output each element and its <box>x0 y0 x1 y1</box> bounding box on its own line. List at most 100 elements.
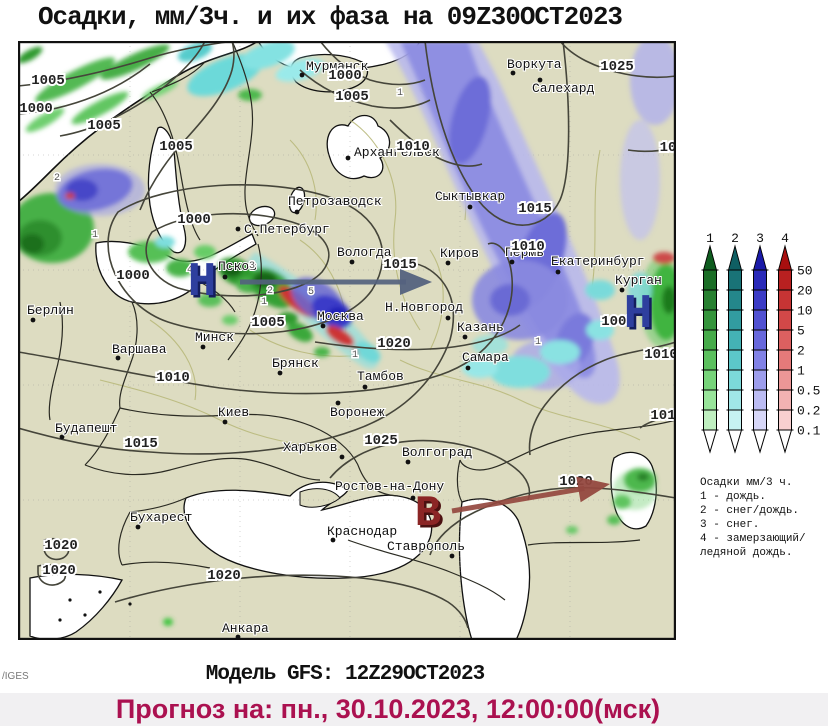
svg-text:Варшава: Варшава <box>112 342 167 357</box>
country-borders <box>48 40 677 601</box>
isobar-label: 1010 <box>644 347 676 363</box>
svg-text:Самара: Самара <box>462 350 509 365</box>
svg-text:Ростов-на-Дону: Ростов-на-Дону <box>335 479 444 494</box>
svg-text:Краснодар: Краснодар <box>327 524 397 539</box>
legend-description-line: 3 - снег. <box>700 519 760 531</box>
legend-scale-bars: 1 2 3 4 50 20 10 5 2 1 0.5 0.2 0.1 <box>701 231 821 454</box>
legend-description-line: 2 - снег/дождь. <box>700 505 800 517</box>
credit-text: /IGES <box>2 671 29 682</box>
isobar-label: 1025 <box>364 433 398 449</box>
svg-text:Москва: Москва <box>317 309 364 324</box>
forecast-banner-text: Прогноз на: пн., 30.10.2023, 12:00:00(мс… <box>115 694 661 724</box>
svg-text:Н.Новгород: Н.Новгород <box>385 300 463 315</box>
isobar-label: 1005 <box>335 89 369 105</box>
city-marker: Краснодар <box>326 523 398 543</box>
city-marker: Курган <box>614 272 663 293</box>
city-marker: Киров <box>439 245 480 266</box>
legend-description-line: Осадки мм/3 ч. <box>700 477 793 489</box>
intensity-contour-label: 1 <box>397 88 403 99</box>
city-marker: С.Петербург <box>235 221 331 238</box>
isobar-label: 1010 <box>156 370 190 386</box>
legend-bar: 3 <box>751 231 769 454</box>
map-canvas: Мурманск Архангельск Петрозаводск С.Петербу… <box>10 35 684 641</box>
svg-text:Вологда: Вологда <box>337 245 392 260</box>
svg-text:Брянск: Брянск <box>272 356 319 371</box>
city-marker: Будапешт <box>54 420 118 440</box>
svg-text:Пермь: Пермь <box>505 245 544 260</box>
motion-arrow <box>240 269 432 295</box>
svg-text:Воркута: Воркута <box>507 57 562 72</box>
svg-text:Тамбов: Тамбов <box>357 369 404 384</box>
map-frame <box>17 40 677 641</box>
isobar-label: 1000 <box>19 101 53 117</box>
isobar-label: 1020 <box>42 563 76 579</box>
svg-text:Н: Н <box>626 291 655 345</box>
isobar-label: 1005 <box>251 315 285 331</box>
pressure-center-letter: ВВ <box>415 489 444 542</box>
isobar-label: 1005 <box>87 118 121 134</box>
svg-text:4: 4 <box>781 231 789 246</box>
svg-text:Н: Н <box>190 259 219 313</box>
intensity-contour-label: 3 <box>249 261 255 272</box>
isobar-label: 101 <box>650 408 675 424</box>
svg-text:Будапешт: Будапешт <box>55 421 117 436</box>
isobar-label: 1020 <box>207 568 241 584</box>
svg-text:3: 3 <box>756 231 764 246</box>
city-marker: Анкара <box>221 620 270 640</box>
legend-description-line: ледяной дождь. <box>700 547 793 559</box>
legend-tick-value: 5 <box>797 324 805 339</box>
pressure-center-letter: НН <box>624 288 655 345</box>
isobar-lines <box>17 40 677 629</box>
legend-tick-value: 2 <box>797 344 805 359</box>
city-marker: Н.Новгород <box>384 299 464 321</box>
intensity-contour-label: 1 <box>92 230 98 241</box>
city-marker: Минск <box>194 329 235 350</box>
intensity-contour-label: 1 <box>535 337 541 348</box>
svg-text:Берлин: Берлин <box>27 303 74 318</box>
svg-text:Ставрополь: Ставрополь <box>387 539 465 554</box>
svg-text:Волгоград: Волгоград <box>402 445 472 460</box>
page-title: Осадки, мм/3ч. и их фаза на 09Z30OCT2023 <box>37 2 623 32</box>
city-marker: Ростов-на-Дону <box>334 478 445 501</box>
city-marker: Воронеж <box>329 400 386 421</box>
city-marker: Сыктывкар <box>434 188 506 210</box>
legend-description-line: 4 - замерзающий/ <box>700 533 806 545</box>
svg-text:В: В <box>415 489 441 539</box>
intensity-contour-label: 2 <box>54 173 60 184</box>
svg-text:Мурманск: Мурманск <box>306 59 369 74</box>
svg-text:Киев: Киев <box>218 405 249 420</box>
svg-text:2: 2 <box>731 231 739 246</box>
isobar-label: 1005 <box>159 139 193 155</box>
svg-text:Минск: Минск <box>195 330 234 345</box>
isobar-label: 1010 <box>396 139 430 155</box>
svg-text:Анкара: Анкара <box>222 621 269 636</box>
svg-text:С.Петербург: С.Петербург <box>244 222 330 237</box>
legend-description: Осадки мм/3 ч. 1 - дождь. 2 - снег/дождь. 3… <box>700 476 828 560</box>
isobar-label: 1015 <box>383 257 417 273</box>
legend-bar: 2 <box>726 231 744 454</box>
city-marker: Воркута <box>506 56 563 76</box>
svg-text:Курган: Курган <box>615 273 662 288</box>
isobar-label: 1005 <box>601 314 635 330</box>
isobar-label: 1015 <box>518 201 552 217</box>
city-marker: Волгоград <box>401 444 473 465</box>
legend-bar: 1 <box>701 231 719 454</box>
svg-text:1: 1 <box>706 231 714 246</box>
city-marker: Вологда <box>336 244 393 265</box>
precipitation-map: Мурманск Архангельск Петрозаводск С.Петербу… <box>10 35 684 641</box>
isobar-label: 1015 <box>124 436 158 452</box>
isobar-label: 1005 <box>31 73 65 89</box>
island-dots <box>58 590 132 622</box>
svg-text:Бухарест: Бухарест <box>130 510 192 525</box>
city-marker: Тамбов <box>356 368 405 390</box>
svg-text:Екатеринбург: Екатеринбург <box>551 254 645 269</box>
legend-tick-value: 1 <box>797 364 805 379</box>
city-marker: Киев <box>217 404 250 425</box>
forecast-banner: Прогноз на: пн., 30.10.2023, 12:00:00(мс… <box>0 693 828 726</box>
isobar-label: 1000 <box>177 212 211 228</box>
svg-text:Харьков: Харьков <box>283 440 338 455</box>
city-marker: Псков <box>217 258 258 280</box>
city-marker: Казань <box>456 319 505 340</box>
svg-text:Петрозаводск: Петрозаводск <box>288 194 382 209</box>
isobar-label: 1020 <box>44 538 78 554</box>
